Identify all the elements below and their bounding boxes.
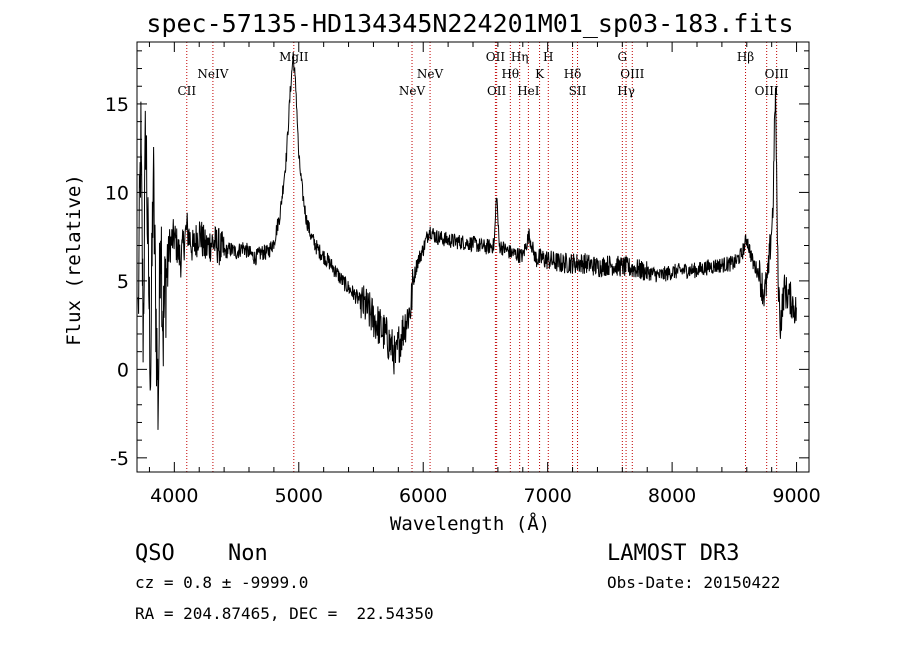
class-label: QSO: [135, 541, 175, 566]
y-tick-label: 10: [105, 182, 129, 204]
emission-line-label: CII: [177, 84, 196, 98]
obs-date-text: Obs-Date: 20150422: [607, 573, 780, 592]
x-tick-label: 4000: [150, 485, 198, 507]
x-tick-label: 8000: [648, 485, 696, 507]
emission-line-label: OIII: [755, 84, 779, 98]
emission-line-label: Hβ: [737, 50, 754, 64]
emission-line-label: G: [618, 50, 628, 64]
x-tick-label: 6000: [399, 485, 447, 507]
x-tick-label: 7000: [523, 485, 571, 507]
y-axis-label: Flux (relative): [63, 174, 85, 346]
x-axis: 4000 5000 6000 7000 8000 9000: [148, 42, 821, 507]
x-tick-label: 5000: [275, 485, 323, 507]
y-axis: -5 0 5 10 15: [105, 50, 809, 470]
chart-title: spec-57135-HD134345N224201M01_sp03-183.f…: [146, 9, 793, 38]
emission-line-label: Hγ: [617, 84, 635, 98]
emission-line-label: Hδ: [564, 67, 582, 81]
emission-line-label: H: [543, 50, 553, 64]
emission-line-label: HeI: [517, 84, 540, 98]
subclass-label: Non: [228, 541, 268, 566]
survey-label: LAMOST DR3: [607, 541, 739, 566]
emission-line-label: NeV: [417, 67, 444, 81]
emission-line-markers: [186, 42, 778, 472]
y-tick-label: -5: [110, 448, 129, 470]
emission-line-label: NeV: [399, 84, 426, 98]
y-tick-label: 15: [105, 94, 129, 116]
x-axis-label: Wavelength (Å): [390, 512, 550, 535]
emission-line-label: SII: [569, 84, 587, 98]
spectrum-series-line: [137, 51, 797, 430]
emission-line-label: Hη: [511, 50, 529, 64]
emission-line-labels: CIINeIVMgIINeVNeVOIIOIIHθHηHeIKHHδSIIGHγ…: [177, 50, 788, 98]
emission-line-label: OII: [487, 84, 507, 98]
y-tick-label: 0: [117, 359, 129, 381]
coordinates-text: RA = 204.87465, DEC = 22.54350: [135, 604, 434, 623]
emission-line-label: OIII: [765, 67, 789, 81]
x-tick-label: 9000: [772, 485, 820, 507]
emission-line-label: OII: [486, 50, 506, 64]
emission-line-label: K: [535, 67, 545, 81]
redshift-text: cz = 0.8 ± -9999.0: [135, 573, 308, 592]
emission-line-label: Hθ: [501, 67, 519, 81]
y-tick-label: 5: [117, 271, 129, 293]
emission-line-label: NeIV: [197, 67, 228, 81]
emission-line-label: OIII: [620, 67, 644, 81]
